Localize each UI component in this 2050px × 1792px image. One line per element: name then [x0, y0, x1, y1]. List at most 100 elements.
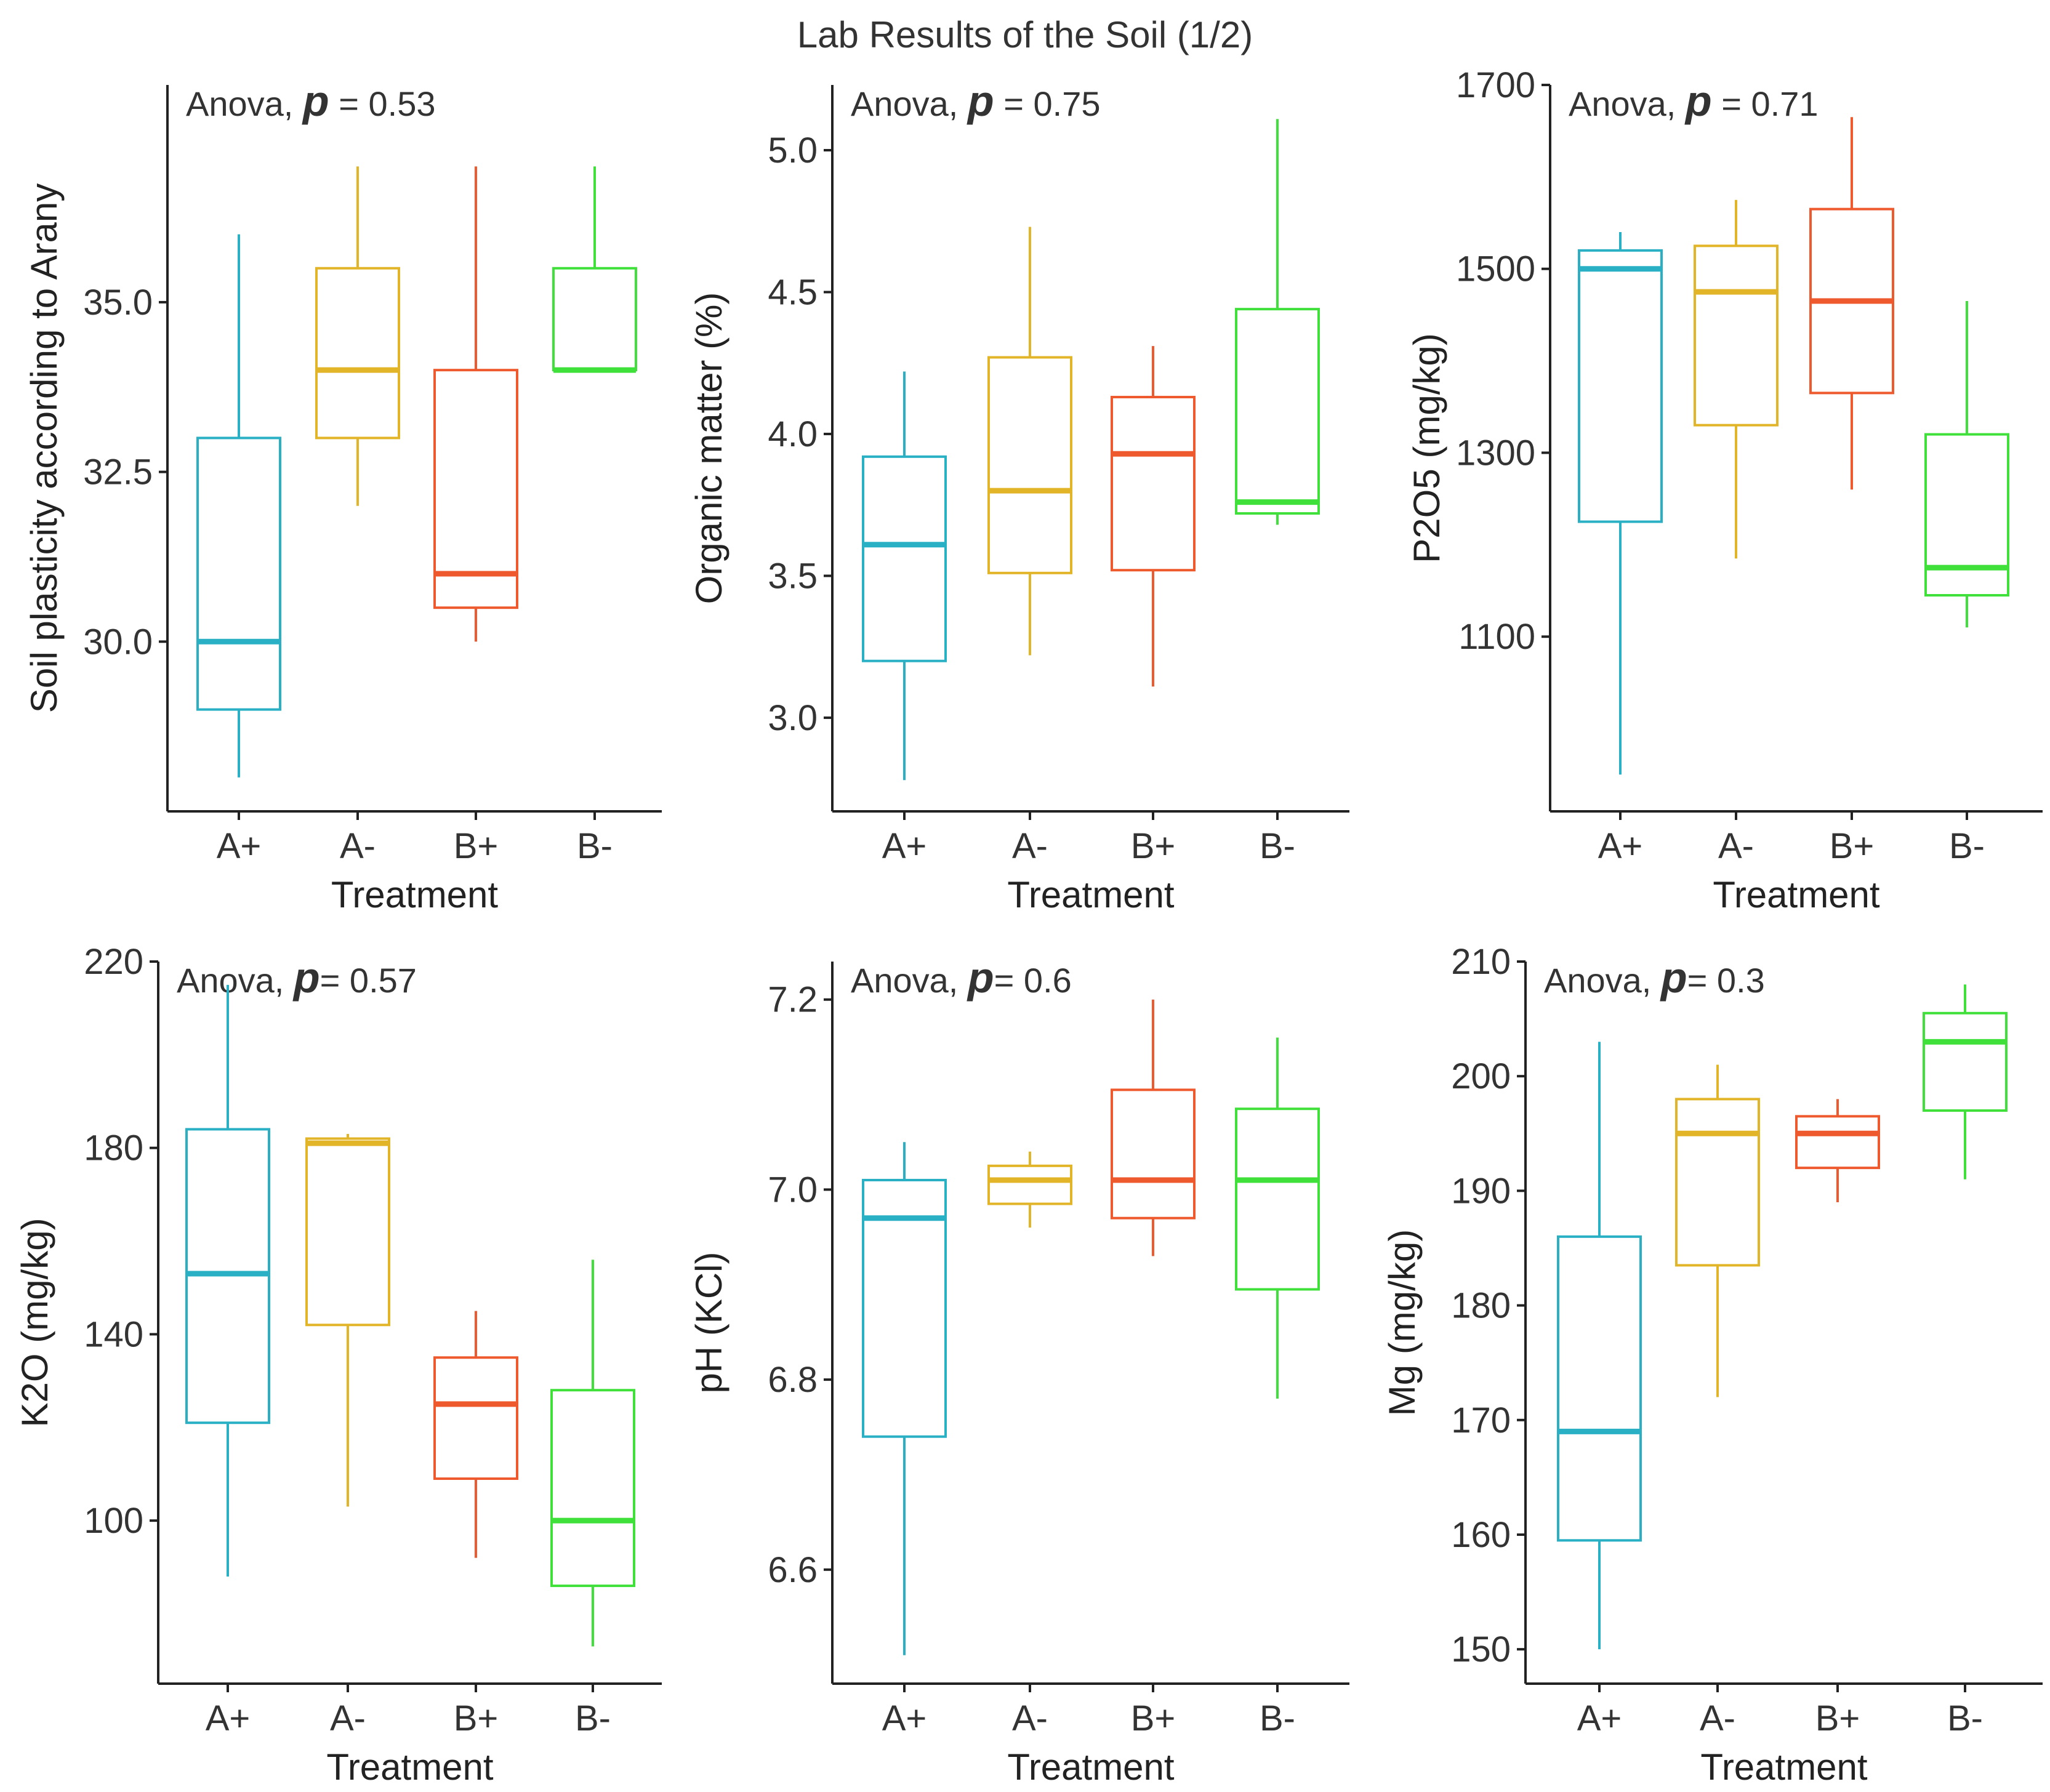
y-tick-label: 210	[1451, 942, 1511, 982]
box-B+	[1111, 346, 1196, 687]
y-tick-label: 3.5	[768, 556, 818, 596]
x-tick-label: A+	[1577, 1698, 1622, 1738]
box-iqr	[552, 267, 637, 372]
x-tick-label: A-	[340, 826, 376, 866]
box-iqr	[315, 267, 400, 440]
y-axis-title: pH (KCl)	[688, 1252, 730, 1393]
y-tick-label: 1100	[1458, 617, 1535, 657]
y-tick-label: 4.0	[768, 414, 818, 454]
figure-title: Lab Results of the Soil (1/2)	[797, 14, 1253, 55]
y-tick-label: 6.8	[768, 1360, 818, 1400]
y-tick-label: 180	[84, 1128, 143, 1168]
x-axis-title: Treatment	[331, 874, 499, 915]
x-tick-label: B-	[1949, 826, 1985, 866]
box-B+	[1809, 117, 1894, 490]
y-tick-label: 200	[1451, 1056, 1511, 1096]
box-B-	[552, 166, 637, 373]
box-B+	[433, 1311, 518, 1558]
box-iqr	[1578, 249, 1663, 523]
y-tick-label: 1700	[1456, 65, 1535, 105]
box-B-	[550, 1260, 635, 1647]
anova-p-symbol: p	[292, 954, 320, 1002]
box-B-	[1235, 1037, 1320, 1399]
anova-annotation: Anova, p = 0.71	[1569, 77, 1818, 125]
box-A+	[185, 984, 270, 1577]
x-tick-label: A+	[882, 1698, 927, 1738]
anova-annotation: Anova, p = 0.53	[186, 77, 435, 125]
y-axis-title: K2O (mg/kg)	[14, 1218, 55, 1427]
anova-p-symbol: p	[1684, 77, 1712, 125]
x-tick-label: A-	[1012, 826, 1048, 866]
anova-p-value: = 0.57	[320, 961, 417, 1000]
box-B-	[1924, 301, 2009, 628]
x-axis-title: Treatment	[1700, 1746, 1868, 1788]
box-iqr	[1235, 308, 1320, 515]
box-iqr	[1675, 1098, 1760, 1267]
y-tick-label: 5.0	[768, 131, 818, 171]
anova-prefix: Anova,	[851, 961, 968, 1000]
y-tick-label: 3.0	[768, 698, 818, 738]
box-iqr	[1111, 1088, 1196, 1219]
box-iqr	[987, 356, 1072, 574]
anova-prefix: Anova,	[177, 961, 294, 1000]
x-tick-label: A-	[330, 1698, 366, 1738]
box-B+	[1795, 1099, 1880, 1202]
anova-p-value: = 0.53	[329, 84, 436, 123]
box-A-	[315, 166, 400, 506]
box-iqr	[550, 1389, 635, 1588]
x-tick-label: A+	[1598, 826, 1643, 866]
anova-annotation: Anova, p= 0.6	[851, 954, 1072, 1002]
box-iqr	[433, 1356, 518, 1481]
y-tick-label: 220	[84, 942, 143, 982]
y-tick-label: 4.5	[768, 272, 818, 312]
anova-p-symbol: p	[967, 954, 994, 1002]
box-iqr	[305, 1137, 390, 1327]
x-tick-label: B-	[1260, 826, 1295, 866]
box-iqr	[1795, 1115, 1880, 1170]
anova-p-symbol: p	[1660, 954, 1687, 1002]
y-tick-label: 190	[1451, 1171, 1511, 1211]
y-tick-label: 7.0	[768, 1170, 818, 1210]
box-A+	[862, 371, 947, 781]
y-tick-label: 140	[84, 1314, 143, 1354]
anova-p-symbol: p	[967, 77, 994, 125]
y-tick-label: 7.2	[768, 980, 818, 1020]
box-iqr	[862, 1178, 947, 1438]
box-A+	[196, 234, 281, 777]
x-tick-label: A-	[1012, 1698, 1048, 1738]
box-A+	[1557, 1042, 1642, 1650]
x-tick-label: B+	[454, 1698, 499, 1738]
box-A+	[862, 1142, 947, 1655]
x-tick-label: A-	[1718, 826, 1754, 866]
box-iqr	[1235, 1107, 1320, 1291]
y-tick-label: 1500	[1456, 249, 1535, 289]
x-tick-label: B-	[575, 1698, 611, 1738]
box-iqr	[987, 1164, 1072, 1205]
anova-annotation: Anova, p= 0.57	[177, 954, 417, 1002]
anova-prefix: Anova,	[1569, 84, 1686, 123]
y-tick-label: 1300	[1456, 433, 1535, 473]
y-tick-label: 170	[1451, 1400, 1511, 1440]
box-A-	[305, 1134, 390, 1507]
x-tick-label: B+	[1815, 1698, 1860, 1738]
anova-annotation: Anova, p= 0.3	[1544, 954, 1765, 1002]
x-tick-label: B+	[454, 826, 499, 866]
box-A-	[1694, 199, 1779, 559]
y-tick-label: 30.0	[83, 622, 153, 662]
x-axis-title: Treatment	[326, 1746, 494, 1788]
box-A-	[987, 227, 1072, 656]
box-A+	[1578, 231, 1663, 775]
box-A-	[1675, 1064, 1760, 1397]
y-tick-label: 32.5	[83, 452, 153, 492]
box-B-	[1235, 119, 1320, 525]
anova-p-value: = 0.6	[994, 961, 1072, 1000]
anova-p-symbol: p	[302, 77, 329, 125]
box-iqr	[1557, 1235, 1642, 1542]
box-iqr	[1694, 244, 1779, 427]
x-tick-label: B-	[1260, 1698, 1295, 1738]
